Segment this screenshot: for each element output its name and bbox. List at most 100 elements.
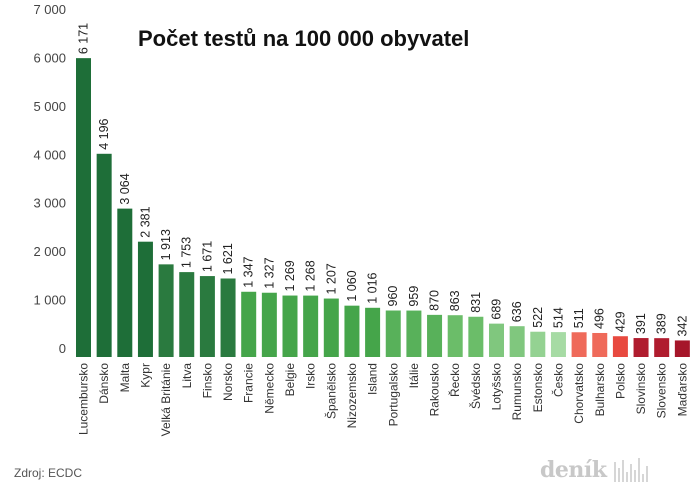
- value-label: 514: [551, 307, 565, 328]
- value-label: 1 269: [283, 260, 297, 291]
- value-label: 6 171: [77, 23, 91, 54]
- value-label: 1 671: [200, 241, 214, 272]
- category-label: Lotyšsko: [490, 363, 504, 411]
- category-label: Kypr: [138, 363, 152, 388]
- bar: [612, 336, 628, 357]
- category-label: Francie: [242, 363, 256, 403]
- bar: [447, 315, 463, 357]
- bar: [468, 316, 484, 357]
- value-labels: 6 171 4 196 3 064 2 381 1 913 1 753 1 671 1 621…: [77, 23, 690, 337]
- logo-text: deník: [540, 457, 607, 483]
- bar: [674, 340, 690, 357]
- value-label: 389: [655, 313, 669, 334]
- category-label: Norsko: [221, 363, 235, 401]
- category-label: Bulharsko: [593, 363, 607, 417]
- bar: [571, 332, 587, 357]
- value-label: 1 327: [262, 257, 276, 288]
- category-label: Island: [366, 363, 380, 395]
- bar: [509, 326, 525, 357]
- value-label: 522: [531, 307, 545, 328]
- bar: [179, 272, 195, 357]
- category-label: Velká Británie: [159, 363, 173, 437]
- bar: [117, 208, 133, 357]
- value-label: 342: [675, 316, 689, 337]
- value-label: 870: [428, 290, 442, 311]
- bar: [406, 310, 422, 357]
- value-label: 1 621: [221, 243, 235, 274]
- value-label: 1 060: [345, 270, 359, 301]
- y-tick-label: 2 000: [33, 244, 66, 259]
- source-note: Zdroj: ECDC: [14, 466, 83, 480]
- chart-title: Počet testů na 100 000 obyvatel: [138, 26, 470, 51]
- category-label: Irsko: [304, 363, 318, 389]
- bar: [489, 323, 504, 357]
- category-label: Maďarsko: [675, 363, 689, 417]
- y-tick-label: 1 000: [33, 293, 66, 308]
- bar: [550, 332, 566, 357]
- value-label: 1 207: [324, 263, 338, 294]
- bar: [365, 307, 381, 357]
- value-label: 863: [448, 290, 462, 311]
- value-label: 960: [386, 286, 400, 307]
- value-label: 689: [490, 299, 504, 320]
- bar: [220, 278, 236, 357]
- value-label: 1 268: [304, 260, 318, 291]
- value-label: 831: [469, 292, 483, 313]
- value-label: 511: [572, 308, 586, 328]
- category-label: Portugalsko: [386, 363, 400, 427]
- category-label: Polsko: [613, 363, 627, 399]
- category-label: Itálie: [407, 363, 421, 389]
- value-label: 496: [593, 308, 607, 329]
- category-label: Slovensko: [655, 363, 669, 419]
- bar: [241, 291, 257, 357]
- y-tick-label: 3 000: [33, 196, 66, 211]
- bar: [261, 292, 277, 357]
- bar: [158, 264, 174, 357]
- value-label: 3 064: [118, 173, 132, 204]
- y-axis: 0 1 000 2 000 3 000 4 000 5 000 6 000 7 000: [33, 2, 66, 356]
- value-label: 636: [510, 301, 524, 322]
- bar: [654, 338, 670, 357]
- value-label: 2 381: [138, 206, 152, 237]
- y-tick-label: 4 000: [33, 147, 66, 162]
- bar: [633, 338, 649, 357]
- logo-bars-icon: [614, 458, 649, 482]
- category-label: Rumunsko: [510, 363, 524, 421]
- bar: [76, 58, 91, 358]
- category-label: Švédsko: [468, 363, 483, 409]
- value-label: 959: [407, 286, 421, 307]
- category-label: Estonsko: [531, 363, 545, 413]
- category-label: Finsko: [200, 363, 214, 399]
- bar: [385, 310, 401, 357]
- bar: [303, 295, 319, 357]
- value-label: 429: [613, 311, 627, 332]
- value-label: 1 753: [180, 237, 194, 268]
- category-label: Chorvatsko: [572, 363, 586, 424]
- bar: [592, 332, 608, 357]
- value-label: 4 196: [97, 118, 111, 149]
- bar: [199, 276, 215, 357]
- y-tick-label: 7 000: [33, 2, 66, 17]
- bars: [76, 58, 690, 358]
- category-label: Dánsko: [97, 363, 111, 404]
- category-label: Litva: [180, 363, 194, 389]
- category-label: Malta: [118, 363, 132, 393]
- category-label: Španělsko: [323, 363, 338, 419]
- category-label: Řecko: [447, 363, 462, 397]
- bar: [96, 153, 112, 357]
- bar: [137, 241, 153, 357]
- y-tick-label: 0: [59, 341, 66, 356]
- bar: [427, 314, 443, 357]
- category-label: Belgie: [283, 363, 297, 397]
- denik-logo: deník: [540, 457, 649, 483]
- category-label: Rakousko: [428, 363, 442, 417]
- bar: [530, 331, 546, 357]
- category-label: Lucembursko: [77, 363, 91, 435]
- bar: [282, 295, 298, 357]
- value-label: 1 913: [159, 229, 173, 260]
- y-tick-label: 5 000: [33, 99, 66, 114]
- category-label: Nizozemsko: [345, 363, 359, 429]
- bar: [344, 305, 360, 357]
- bar: [323, 298, 339, 357]
